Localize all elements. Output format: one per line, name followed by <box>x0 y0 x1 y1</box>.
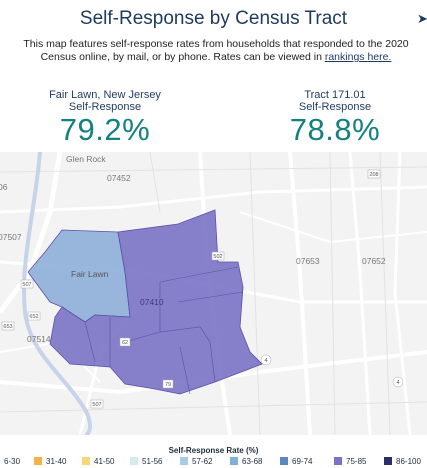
shield-4: 4 <box>264 358 267 364</box>
legend-title: Self-Response Rate (%) <box>168 446 259 455</box>
tract-stat-label: Tract 171.01 Self-Response <box>250 89 420 113</box>
legend-item: 86-100 <box>384 457 421 466</box>
page-title: Self-Response by Census Tract <box>79 8 348 29</box>
label-zip-07653: 07653 <box>296 256 320 266</box>
shield-4-east: 4 <box>396 380 399 386</box>
legend-item: 75-85 <box>334 457 366 466</box>
shield-507: 507 <box>22 282 31 288</box>
tract-response-label: Self-Response <box>298 101 372 113</box>
tract-response-value: 78.8% <box>289 112 381 147</box>
census-tract-map[interactable]: Glen Rock 07452 Fair Lawn 07410 07653 07… <box>0 152 427 435</box>
legend-item: 57-62 <box>180 457 212 466</box>
place-labels: Glen Rock 07452 Fair Lawn 07410 07653 07… <box>0 154 386 344</box>
legend-label: 75-85 <box>346 457 367 466</box>
legend-swatch <box>334 457 342 465</box>
legend-label: 69-74 <box>292 457 313 466</box>
label-zip-07452: 07452 <box>107 173 131 183</box>
legend-item: 6-30 <box>0 457 20 466</box>
city-response-label: Self-Response <box>68 101 142 113</box>
label-fair-lawn: Fair Lawn <box>71 269 109 279</box>
legend-swatch <box>230 457 238 465</box>
label-fragment-06: 06 <box>0 182 8 192</box>
description: This map features self-response rates fr… <box>16 38 416 64</box>
label-zip-07652: 07652 <box>362 256 386 266</box>
legend-item: 31-40 <box>34 457 66 466</box>
shield-79: 79 <box>165 382 171 388</box>
legend-label: 31-40 <box>46 457 67 466</box>
minor-streets <box>0 152 427 435</box>
label-zip-07410: 07410 <box>140 297 164 307</box>
road-shields: 208 507 653 652 62 4 79 502 507 4 <box>1 169 404 409</box>
legend-label: 41-50 <box>94 457 115 466</box>
shield-502: 502 <box>213 254 222 260</box>
shield-652: 652 <box>29 314 38 320</box>
river <box>22 152 92 435</box>
shield-653: 653 <box>3 324 12 330</box>
legend-label: 63-68 <box>242 457 263 466</box>
legend-swatch <box>280 457 288 465</box>
legend-swatch <box>384 457 392 465</box>
legend-label: 57-62 <box>192 457 213 466</box>
legend-item: 51-56 <box>130 457 162 466</box>
rankings-link[interactable]: rankings here. <box>324 51 392 63</box>
description-text: This map features self-response rates fr… <box>23 38 409 63</box>
legend-swatch <box>130 457 138 465</box>
tract-selected-area[interactable] <box>49 209 263 395</box>
legend-label: 6-30 <box>4 457 21 466</box>
legend-item: 41-50 <box>82 457 114 466</box>
label-zip-07514: 07514 <box>27 334 51 344</box>
legend-swatch <box>34 457 42 465</box>
legend-item: 63-68 <box>230 457 262 466</box>
tract-borders <box>84 266 244 395</box>
city-response-value: 79.2% <box>59 112 151 147</box>
legend-label: 51-56 <box>142 457 163 466</box>
share-icon[interactable]: ➤ <box>417 11 427 26</box>
city-stat-label: Fair Lawn, New Jersey Self-Response <box>20 89 190 113</box>
label-zip-07507: 07507 <box>0 232 22 242</box>
legend-item: 69-74 <box>280 457 312 466</box>
shield-62: 62 <box>122 340 128 346</box>
legend-swatch <box>82 457 90 465</box>
city-name: Fair Lawn, New Jersey <box>49 89 161 101</box>
legend: 6-30 31-40 41-50 51-56 57-62 63-68 69-74 75-85 8… <box>0 457 427 467</box>
label-glen-rock: Glen Rock <box>66 154 106 164</box>
shield-208: 208 <box>369 172 378 178</box>
tract-name: Tract 171.01 <box>304 89 366 101</box>
legend-swatch <box>180 457 188 465</box>
shield-507-south: 507 <box>92 402 101 408</box>
legend-label: 86-100 <box>396 457 421 466</box>
